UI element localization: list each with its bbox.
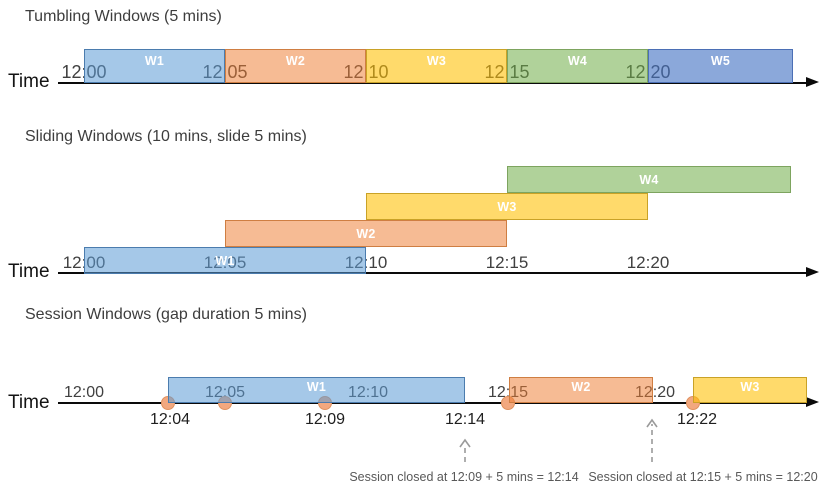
- window-bar-w3-tumbling: W3: [366, 49, 507, 83]
- tick-label-sliding: 12:20: [626, 253, 670, 272]
- axis-arrowhead-icon: [806, 77, 819, 87]
- window-bar-w4-tumbling: W4: [507, 49, 648, 83]
- time-axis-line-session: [58, 402, 806, 404]
- window-bar-label: W5: [710, 54, 731, 68]
- window-bar-w1-sliding: W1: [84, 247, 366, 274]
- time-axis-label-sliding: Time: [8, 261, 50, 282]
- axis-arrowhead-icon: [806, 397, 819, 407]
- window-bar-label: W2: [285, 54, 306, 68]
- window-bar-label: W3: [740, 380, 760, 394]
- window-bar-w3-session: W3: [693, 377, 807, 403]
- window-bar-w2-tumbling: W2: [225, 49, 366, 83]
- window-bar-label: W4: [639, 172, 659, 187]
- event-time-label: 12:09: [304, 411, 346, 428]
- event-time-label: 12:14: [444, 411, 486, 428]
- time-axis-line-sliding: [58, 272, 806, 274]
- time-axis-label-session: Time: [8, 392, 50, 413]
- window-bar-label: W2: [571, 380, 591, 394]
- event-time-label: 12:22: [676, 411, 718, 428]
- session-closed-annotation: Session closed at 12:15 + 5 mins = 12:20: [588, 470, 818, 484]
- window-bar-w1-tumbling: W1: [84, 49, 225, 83]
- window-bar-w4-sliding: W4: [507, 166, 791, 193]
- section-title-session: Session Windows (gap duration 5 mins): [25, 306, 307, 323]
- window-bar-label: W3: [497, 199, 517, 214]
- section-title-tumbling: Tumbling Windows (5 mins): [25, 8, 222, 25]
- session-closed-annotation: Session closed at 12:09 + 5 mins = 12:14: [349, 470, 579, 484]
- axis-arrowhead-icon: [806, 267, 819, 277]
- window-bar-label: W1: [144, 54, 165, 68]
- window-bar-w2-sliding: W2: [225, 220, 507, 247]
- window-bar-label: W3: [426, 54, 447, 68]
- window-bar-w3-sliding: W3: [366, 193, 648, 220]
- window-bar-w1-session: W1: [168, 377, 465, 403]
- time-axis-line-tumbling: [58, 82, 806, 84]
- window-bar-label: W1: [306, 380, 327, 394]
- tick-label-sliding: 12:15: [485, 253, 529, 272]
- section-title-sliding: Sliding Windows (10 mins, slide 5 mins): [25, 128, 307, 145]
- event-time-label: 12:04: [149, 411, 191, 428]
- time-axis-label-tumbling: Time: [8, 71, 50, 92]
- window-bar-w2-session: W2: [509, 377, 653, 403]
- window-bar-label: W2: [356, 226, 376, 241]
- window-bar-label: W1: [215, 253, 235, 268]
- tick-label-session: 12:00: [63, 384, 105, 401]
- window-bar-w5-tumbling: W5: [648, 49, 793, 83]
- window-bar-label: W4: [567, 54, 588, 68]
